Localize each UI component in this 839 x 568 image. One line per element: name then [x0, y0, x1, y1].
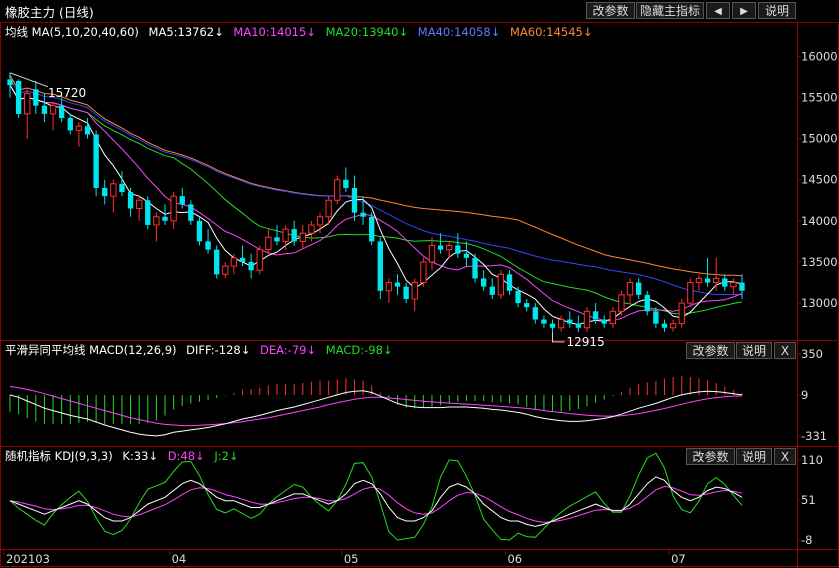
macd-label: 平滑异同平均线 MACD(12,26,9) [5, 343, 177, 357]
k-value: K:33↓ [122, 449, 159, 463]
dea-value: DEA:-79↓ [260, 343, 317, 357]
ma40-value: MA40:14058↓ [417, 25, 501, 39]
kdj-label: 随机指标 KDJ(9,3,3) [5, 449, 113, 463]
scroll-left-button[interactable]: ◀ [706, 2, 730, 19]
chart-title: 橡胶主力 (日线) [5, 5, 94, 20]
ma10-value: MA10:14015↓ [233, 25, 316, 39]
date-tick-label: 06 [507, 552, 522, 566]
title-bar: 橡胶主力 (日线) 改参数 隐藏主指标 ◀ ▶ 说明 [0, 0, 839, 22]
hide-indicator-button[interactable]: 隐藏主指标 [636, 2, 704, 19]
diff-value: DIFF:-128↓ [186, 343, 251, 357]
date-tick-label: 04 [172, 552, 187, 566]
kdj-close-button[interactable]: X [774, 448, 796, 465]
kdj-change-params-button[interactable]: 改参数 [686, 448, 735, 465]
help-button[interactable]: 说明 [758, 2, 796, 19]
date-tick-label: 07 [671, 552, 686, 566]
ma-label: 均线 MA(5,10,20,40,60) [5, 25, 139, 39]
scroll-right-button[interactable]: ▶ [732, 2, 756, 19]
macd-value: MACD:-98↓ [325, 343, 393, 357]
ma5-value: MA5:13762↓ [148, 25, 224, 39]
macd-close-button[interactable]: X [774, 342, 796, 359]
ma20-value: MA20:13940↓ [325, 25, 409, 39]
macd-pane: 平滑异同平均线 MACD(12,26,9) DIFF:-128↓ DEA:-79… [0, 340, 839, 444]
kdj-help-button[interactable]: 说明 [736, 448, 772, 465]
kdj-pane: 随机指标 KDJ(9,3,3) K:33↓ D:48↓ J:2↓ 改参数 说明 … [0, 446, 839, 550]
macd-help-button[interactable]: 说明 [736, 342, 772, 359]
price-pane: 均线 MA(5,10,20,40,60) MA5:13762↓ MA10:140… [0, 22, 839, 340]
change-params-button[interactable]: 改参数 [586, 2, 635, 19]
d-value: D:48↓ [167, 449, 205, 463]
date-tick-label: 202103 [6, 552, 50, 566]
macd-change-params-button[interactable]: 改参数 [686, 342, 735, 359]
ma60-value: MA60:14545↓ [509, 25, 593, 39]
date-tick-label: 05 [344, 552, 359, 566]
ma-legend: 均线 MA(5,10,20,40,60) MA5:13762↓ MA10:140… [5, 22, 839, 42]
j-value: J:2↓ [214, 449, 239, 463]
